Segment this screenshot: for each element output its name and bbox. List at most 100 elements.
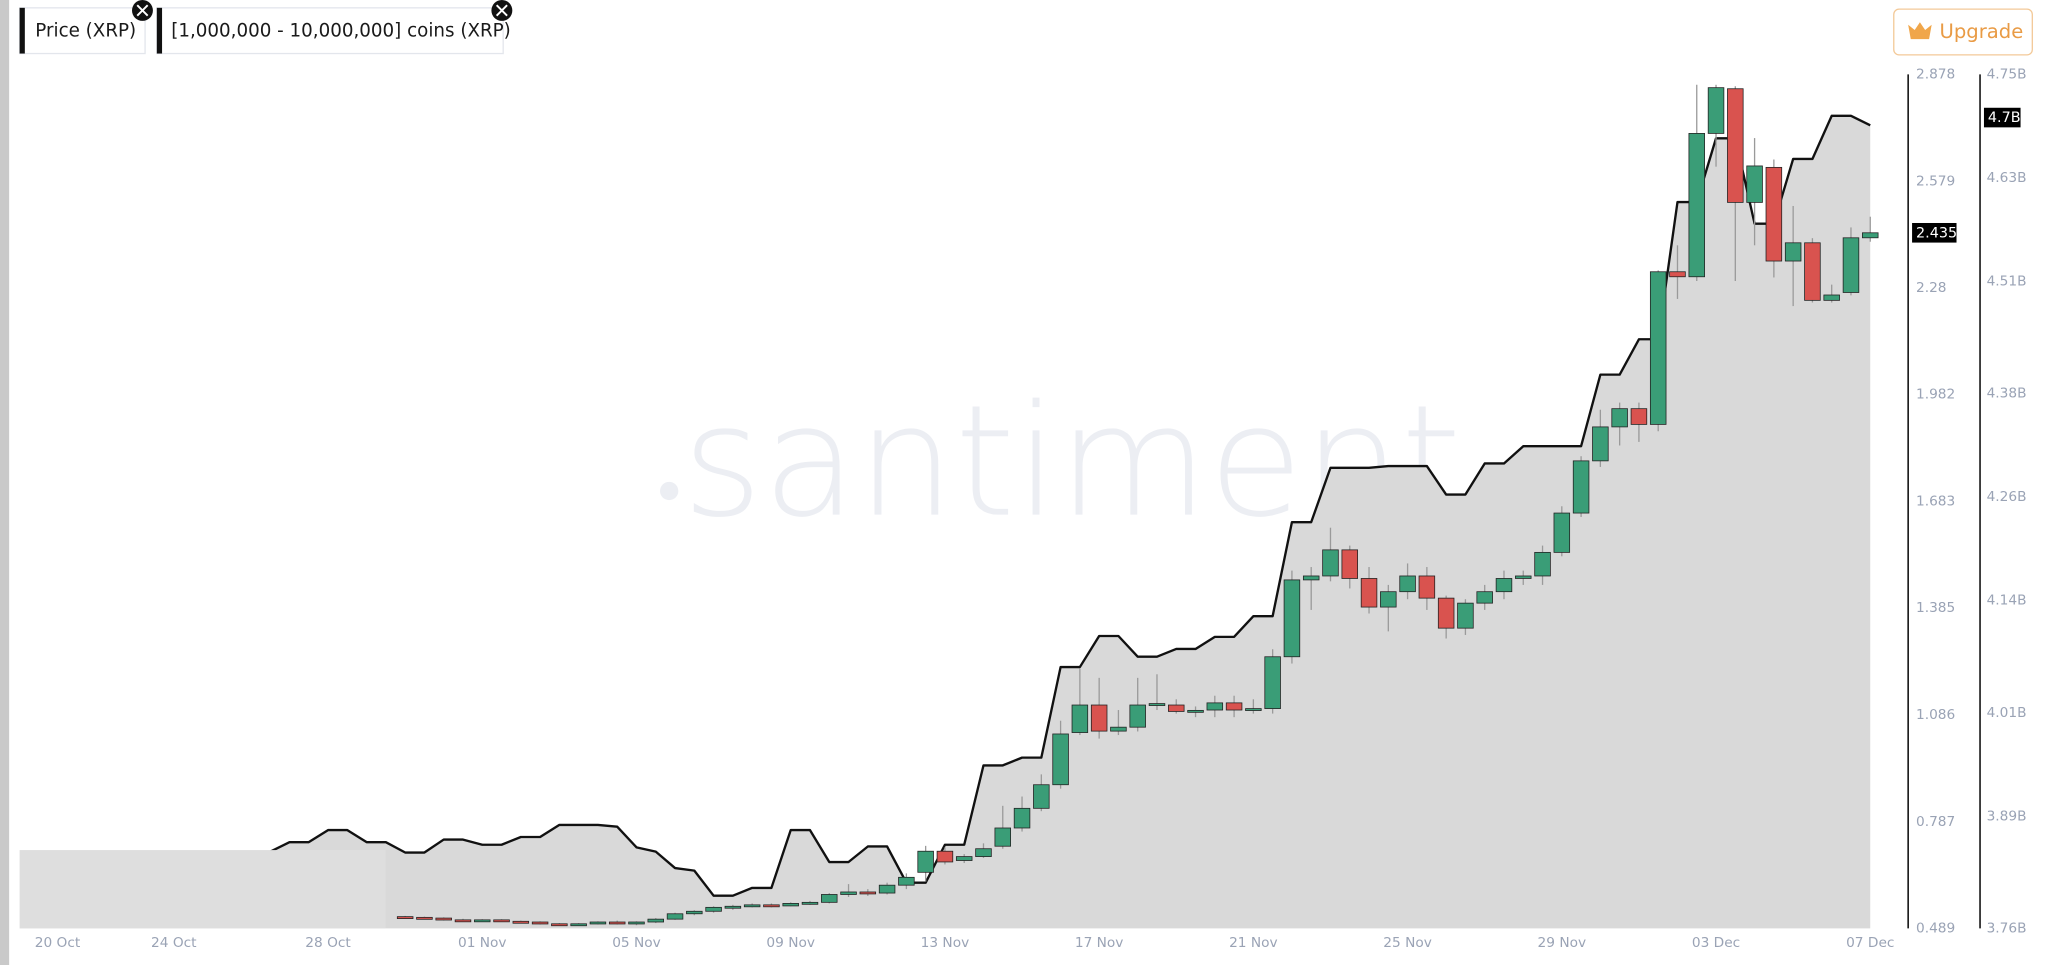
x-tick-label: 13 Nov [921,935,970,951]
candle-body [608,921,626,925]
candle-body [1649,271,1667,425]
x-tick-label: 21 Nov [1229,935,1278,951]
x-tick-label: 24 Oct [151,935,197,951]
y-tick-label: 0.489 [1916,920,1955,936]
x-tick-label: 25 Nov [1383,935,1432,951]
y2-tick-label: 4.26B [1987,489,2027,505]
candle-body [570,923,587,927]
x-tick-label: 07 Dec [1846,935,1894,951]
y2-tick-label: 4.75B [1987,66,2027,82]
upgrade-button[interactable]: Upgrade [1893,8,2033,56]
y2-tick-label: 4.14B [1987,593,2027,609]
legend-label: [1,000,000 - 10,000,000] coins (XRP) [171,20,511,41]
candle-body [1611,408,1628,428]
candle-body [1784,242,1802,262]
candle-body [1534,551,1551,577]
close-button[interactable] [491,0,513,21]
candle-body [917,850,934,873]
value-badge [1912,222,1957,243]
candle-body [493,919,510,923]
candle-body [1071,704,1089,733]
candle-body [686,910,703,915]
candle-body [1765,166,1783,262]
candle-body [898,876,915,886]
candle-body [1399,575,1416,593]
candle-body [955,856,973,861]
candle-body [1823,294,1840,301]
legend-chip[interactable]: [1,000,000 - 10,000,000] coins (XRP) [156,7,511,55]
candle-body [1380,591,1397,608]
candle-body [1129,704,1146,728]
candle-body [551,923,568,927]
button-label: Upgrade [1940,20,2024,43]
candle-body [840,891,857,895]
candle-body [1110,726,1127,732]
x-tick-label: 03 Dec [1692,935,1740,951]
candle-body [936,850,954,863]
candle-body [416,916,433,920]
axes-layer: 0.489 0.787 1.086 1.385 1.683 1.982 2.28 2.579 2… [35,66,2027,950]
y-tick-label: 1.086 [1916,707,1955,723]
candle-body [801,901,819,905]
candle-body [1090,704,1108,732]
candle-body [435,917,452,921]
candle-body [1862,232,1879,239]
y2-tick-label: 3.89B [1987,808,2027,824]
value-badge [1983,107,2021,128]
candle-body [782,903,799,907]
candle-body [1669,271,1686,278]
candle-body [1630,408,1648,425]
close-button[interactable] [132,0,153,21]
y-tick-label: 1.982 [1916,387,1955,403]
x-tick-label: 17 Nov [1075,935,1124,951]
legend-chip[interactable]: Price (XRP) [18,7,146,55]
crown-icon [1908,22,1932,40]
chip-bar [19,7,25,54]
candle-body [1283,579,1301,658]
close-x [136,4,149,17]
x-tick-label: 20 Oct [35,935,81,951]
candle-body [1148,703,1166,706]
candle-body [1168,704,1185,712]
y-tick-label: 2.878 [1916,66,1955,82]
candle-body [975,848,992,857]
candle-body [1515,575,1532,579]
candle-body [396,916,414,919]
chip-box [156,7,504,55]
candle-body [1013,807,1031,829]
x-tick-label: 01 Nov [458,935,507,951]
watermark-dot [660,481,679,501]
candle-body [878,884,896,894]
candle-body [821,894,838,903]
candle-body [1437,597,1455,629]
candle-body [1727,88,1744,203]
candle-body [1360,578,1378,608]
candle-body [1457,602,1474,629]
candle-body [1495,578,1513,593]
area-line [269,114,1871,897]
candle-body [1572,460,1590,514]
candle-body [1052,733,1069,786]
chip-bar [156,7,163,54]
candle-body [705,906,722,912]
left-edge [0,0,10,965]
y-tick-label: 1.683 [1916,494,1955,510]
value-badge-label: 2.435 [1916,225,1957,241]
candle-body [1322,549,1339,577]
candle-body [1341,549,1358,579]
candle-body [1746,165,1763,203]
chip-box [18,7,146,55]
y-tick-label: 2.579 [1916,173,1955,189]
x-tick-label: 09 Nov [766,935,815,951]
x-tick-label: 05 Nov [612,935,661,951]
candle-body [454,919,472,923]
candle-body [1187,709,1204,713]
candle-body [474,919,491,923]
candle-body [589,921,607,925]
legend-label: Price (XRP) [35,20,136,41]
candle-body [1206,702,1224,711]
y2-tick-label: 4.38B [1987,386,2027,402]
candle-body [1592,426,1609,462]
